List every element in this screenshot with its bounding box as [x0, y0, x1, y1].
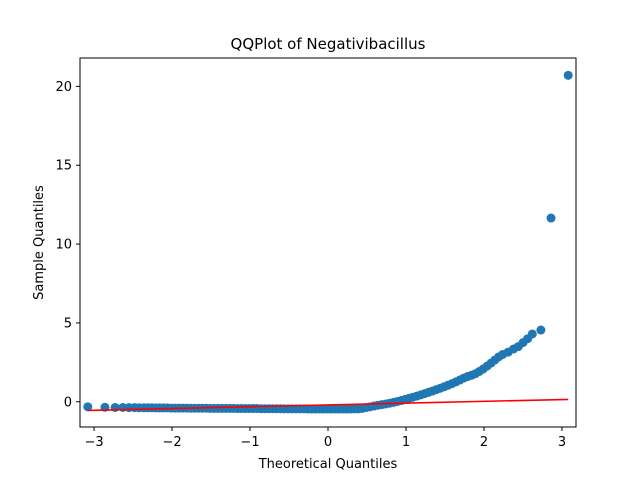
qq-point-107: [546, 213, 556, 223]
y-tick-label: 0: [64, 395, 72, 410]
y-tick-label: 20: [55, 80, 72, 95]
reference-line: [87, 398, 569, 412]
x-tick-label: 0: [324, 435, 332, 450]
y-tick-label: 5: [64, 316, 72, 331]
y-axis: 0 5 10 15 20: [55, 80, 80, 410]
y-axis-label: Sample Quantiles: [32, 185, 47, 300]
x-tick-label: −3: [84, 435, 103, 450]
x-axis-label: Theoretical Quantiles: [258, 457, 398, 472]
y-tick-label: 15: [55, 159, 72, 174]
qq-point-108: [563, 70, 573, 80]
x-tick-label: 1: [402, 435, 410, 450]
qq-point-106: [536, 325, 546, 335]
x-axis: −3 −2 −1 0 1 2 3: [84, 427, 566, 450]
x-tick-label: 3: [558, 435, 566, 450]
chart-title: QQPlot of Negativibacillus: [231, 35, 426, 53]
qq-point-0: [83, 402, 93, 412]
x-tick-label: −2: [162, 435, 181, 450]
plot-area: [83, 70, 573, 414]
x-tick-label: 2: [480, 435, 488, 450]
x-tick-label: −1: [240, 435, 259, 450]
y-tick-label: 10: [55, 238, 72, 253]
qq-point-105: [527, 329, 537, 339]
